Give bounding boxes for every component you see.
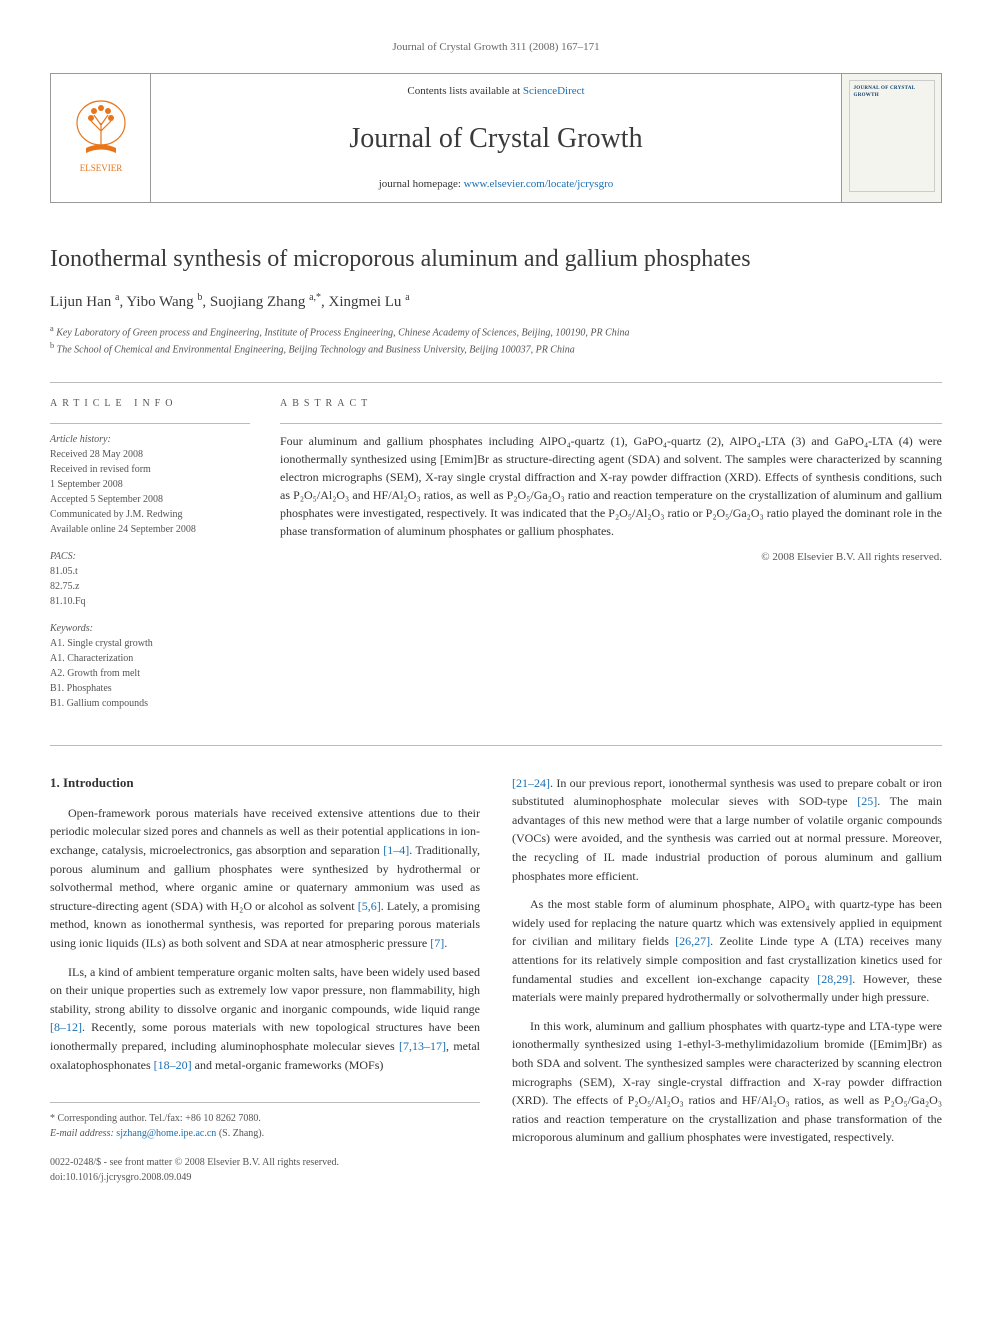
- abstract-head: ABSTRACT: [280, 397, 942, 411]
- journal-cover-thumbnail: JOURNAL OF CRYSTAL GROWTH: [849, 80, 935, 192]
- info-abstract-row: ARTICLE INFO Article history: Received 2…: [50, 383, 942, 745]
- article-info-column: ARTICLE INFO Article history: Received 2…: [50, 397, 250, 723]
- running-head: Journal of Crystal Growth 311 (2008) 167…: [50, 40, 942, 55]
- banner-cover-box: JOURNAL OF CRYSTAL GROWTH: [841, 74, 941, 202]
- history-line: Available online 24 September 2008: [50, 522, 250, 537]
- cover-thumb-title: JOURNAL OF CRYSTAL GROWTH: [854, 85, 930, 99]
- email-line: E-mail address: sjzhang@home.ipe.ac.cn (…: [50, 1126, 480, 1141]
- issn-line: 0022-0248/$ - see front matter © 2008 El…: [50, 1155, 480, 1170]
- pacs-code: 81.10.Fq: [50, 594, 250, 609]
- keyword: B1. Phosphates: [50, 681, 250, 696]
- history-line: Received in revised form: [50, 462, 250, 477]
- banner-center: Contents lists available at ScienceDirec…: [151, 74, 841, 202]
- abstract-copyright: © 2008 Elsevier B.V. All rights reserved…: [280, 550, 942, 565]
- keyword: B1. Gallium compounds: [50, 696, 250, 711]
- keywords-label: Keywords:: [50, 621, 250, 636]
- pacs-code: 82.75.z: [50, 579, 250, 594]
- keywords-block: Keywords: A1. Single crystal growth A1. …: [50, 621, 250, 711]
- svg-text:ELSEVIER: ELSEVIER: [79, 163, 122, 173]
- paragraph: In this work, aluminum and gallium phosp…: [512, 1017, 942, 1147]
- affiliation-b: b The School of Chemical and Environment…: [50, 340, 942, 357]
- sciencedirect-link[interactable]: ScienceDirect: [523, 85, 585, 97]
- paragraph: Open-framework porous materials have rec…: [50, 804, 480, 953]
- paragraph: As the most stable form of aluminum phos…: [512, 895, 942, 1007]
- article-info-head: ARTICLE INFO: [50, 397, 250, 411]
- section-1-title: 1. Introduction: [50, 774, 480, 792]
- pacs-label: PACS:: [50, 549, 250, 564]
- article-history-block: Article history: Received 28 May 2008 Re…: [50, 432, 250, 537]
- body-two-column: 1. Introduction Open-framework porous ma…: [50, 774, 942, 1186]
- divider: [280, 423, 942, 424]
- pacs-block: PACS: 81.05.t 82.75.z 81.10.Fq: [50, 549, 250, 609]
- history-line: 1 September 2008: [50, 477, 250, 492]
- article-title: Ionothermal synthesis of microporous alu…: [50, 243, 942, 277]
- abstract-column: ABSTRACT Four aluminum and gallium phosp…: [280, 397, 942, 723]
- corresponding-line: * Corresponding author. Tel./fax: +86 10…: [50, 1111, 480, 1126]
- right-column: [21–24]. In our previous report, ionothe…: [512, 774, 942, 1186]
- left-column: 1. Introduction Open-framework porous ma…: [50, 774, 480, 1186]
- author-list: Lijun Han a, Yibo Wang b, Suojiang Zhang…: [50, 291, 942, 313]
- history-label: Article history:: [50, 432, 250, 447]
- corresponding-email-link[interactable]: sjzhang@home.ipe.ac.cn: [116, 1128, 216, 1139]
- journal-homepage-link[interactable]: www.elsevier.com/locate/jcrysgro: [464, 178, 614, 190]
- divider: [50, 745, 942, 746]
- history-line: Received 28 May 2008: [50, 447, 250, 462]
- elsevier-tree-logo: ELSEVIER: [66, 93, 136, 183]
- affiliation-a: a Key Laboratory of Green process and En…: [50, 323, 942, 340]
- keyword: A1. Single crystal growth: [50, 636, 250, 651]
- paragraph: ILs, a kind of ambient temperature organ…: [50, 963, 480, 1075]
- email-label: E-mail address:: [50, 1128, 116, 1139]
- affiliations: a Key Laboratory of Green process and En…: [50, 323, 942, 358]
- keyword: A1. Characterization: [50, 651, 250, 666]
- front-matter-footer: 0022-0248/$ - see front matter © 2008 El…: [50, 1155, 480, 1185]
- paragraph: [21–24]. In our previous report, ionothe…: [512, 774, 942, 886]
- history-line: Accepted 5 September 2008: [50, 492, 250, 507]
- keyword: A2. Growth from melt: [50, 666, 250, 681]
- divider: [50, 423, 250, 424]
- contents-prefix: Contents lists available at: [407, 85, 522, 97]
- publisher-logo-box: ELSEVIER: [51, 74, 151, 202]
- doi-line: doi:10.1016/j.jcrysgro.2008.09.049: [50, 1170, 480, 1185]
- journal-homepage-line: journal homepage: www.elsevier.com/locat…: [171, 177, 821, 192]
- email-who: (S. Zhang).: [216, 1128, 264, 1139]
- journal-banner: ELSEVIER Contents lists available at Sci…: [50, 73, 942, 203]
- journal-name: Journal of Crystal Growth: [171, 119, 821, 158]
- homepage-prefix: journal homepage:: [379, 178, 464, 190]
- history-line: Communicated by J.M. Redwing: [50, 507, 250, 522]
- corresponding-author-footer: * Corresponding author. Tel./fax: +86 10…: [50, 1102, 480, 1141]
- contents-available-line: Contents lists available at ScienceDirec…: [171, 84, 821, 99]
- pacs-code: 81.05.t: [50, 564, 250, 579]
- abstract-text: Four aluminum and gallium phosphates inc…: [280, 432, 942, 540]
